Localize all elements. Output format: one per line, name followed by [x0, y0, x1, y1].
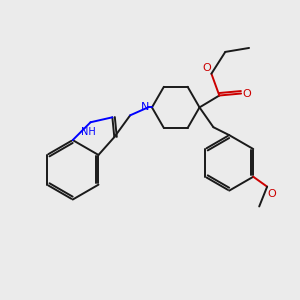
Text: O: O [268, 189, 277, 199]
Text: N: N [141, 102, 149, 112]
Text: O: O [243, 88, 251, 98]
Text: NH: NH [81, 127, 96, 137]
Text: O: O [202, 63, 211, 73]
